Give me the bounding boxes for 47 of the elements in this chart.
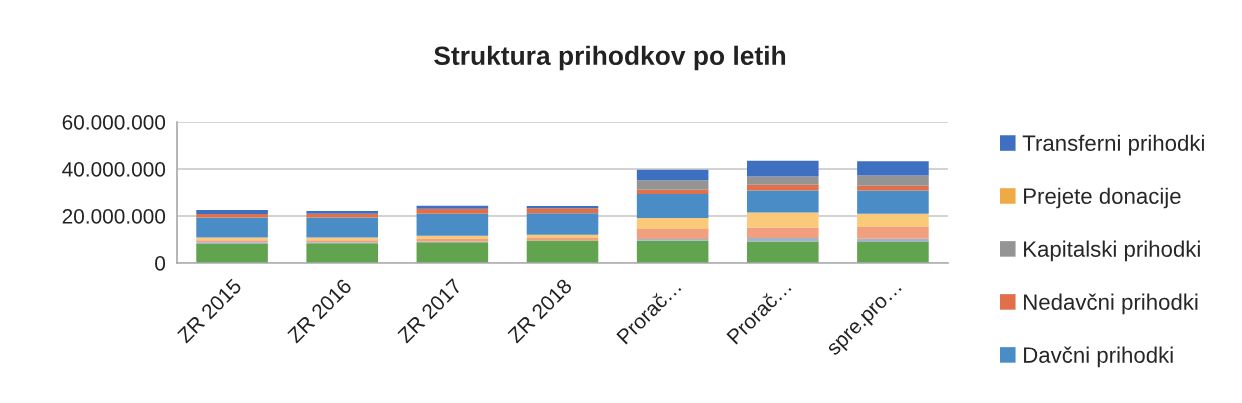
legend-label: Kapitalski prihodki <box>1024 240 1200 262</box>
bar <box>746 176 819 185</box>
bar <box>636 193 709 218</box>
bar <box>416 213 489 236</box>
bar <box>196 214 268 218</box>
bar <box>857 161 929 176</box>
bar <box>416 205 489 209</box>
bar <box>746 212 819 228</box>
bar <box>857 238 929 243</box>
chart-title: Struktura prihodkov po letih <box>434 45 786 71</box>
bar <box>636 240 709 263</box>
bar <box>857 227 929 239</box>
bar <box>526 208 599 214</box>
bar <box>746 227 819 239</box>
bar <box>306 243 379 263</box>
bar <box>526 213 599 235</box>
bar <box>857 190 929 214</box>
y-tick-label: 40.000.000 <box>62 162 166 177</box>
bar <box>746 190 819 213</box>
bar <box>857 242 929 263</box>
bar <box>196 243 268 263</box>
bar <box>196 209 268 215</box>
bar <box>416 235 489 240</box>
legend-label: Nedavčni prihodki <box>1024 293 1198 315</box>
bar <box>746 241 819 263</box>
bar <box>306 217 379 238</box>
y-tick-label: 60.000.000 <box>62 115 166 130</box>
bar <box>416 208 489 214</box>
bar <box>636 217 709 229</box>
bar <box>746 238 819 242</box>
bar <box>526 234 599 239</box>
legend-label: Davčni prihodki <box>1024 346 1173 368</box>
y-tick-label: 0 <box>155 256 166 271</box>
bar <box>857 175 929 186</box>
bar <box>526 240 599 263</box>
bar <box>636 180 709 190</box>
bar <box>746 160 819 177</box>
bar <box>857 213 929 228</box>
legend-label: Transferni prihodki <box>1022 134 1204 156</box>
legend-label: Prejete donacije <box>1024 187 1181 209</box>
bar <box>306 211 379 214</box>
bar <box>636 169 709 181</box>
y-tick-label: 20.000.000 <box>62 209 166 224</box>
bar <box>196 217 268 238</box>
bar <box>416 242 489 263</box>
bar <box>636 228 709 240</box>
bar <box>636 189 709 194</box>
